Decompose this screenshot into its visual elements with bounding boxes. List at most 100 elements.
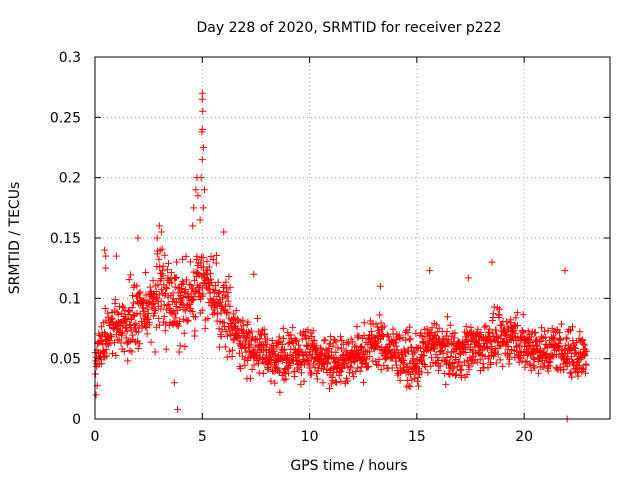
data-point — [317, 345, 325, 353]
data-point — [388, 364, 396, 372]
data-point — [503, 318, 511, 326]
data-point — [572, 345, 580, 353]
data-point — [298, 348, 306, 356]
data-point — [581, 369, 589, 377]
data-point — [268, 336, 276, 344]
data-point — [380, 361, 388, 369]
data-point — [172, 273, 180, 281]
data-point — [513, 309, 521, 317]
data-point — [283, 364, 291, 372]
data-point — [418, 356, 426, 364]
data-point — [301, 332, 309, 340]
x-axis-title: GPS time / hours — [290, 458, 407, 474]
data-point — [188, 297, 196, 305]
data-point — [248, 365, 256, 373]
data-point — [364, 335, 372, 343]
data-point — [278, 371, 286, 379]
data-point — [225, 347, 233, 355]
data-point — [144, 316, 152, 324]
data-point — [191, 288, 199, 296]
data-point — [227, 330, 235, 338]
data-point — [179, 293, 187, 301]
data-point — [196, 216, 204, 224]
data-point — [279, 346, 287, 354]
data-point — [488, 258, 496, 266]
data-point — [332, 378, 340, 386]
data-point — [213, 252, 221, 260]
data-point — [405, 382, 413, 390]
data-point — [363, 363, 371, 371]
data-point — [579, 336, 587, 344]
data-point — [428, 324, 436, 332]
data-point — [530, 329, 538, 337]
data-point — [143, 330, 151, 338]
data-point — [406, 383, 414, 391]
data-point — [337, 377, 345, 385]
data-point — [293, 337, 301, 345]
data-point — [506, 350, 514, 358]
data-point — [184, 301, 192, 309]
data-point — [259, 369, 267, 377]
data-point — [387, 354, 395, 362]
data-point — [175, 322, 183, 330]
data-point — [162, 345, 170, 353]
data-point — [548, 351, 556, 359]
data-point — [250, 270, 258, 278]
data-point — [326, 385, 334, 393]
data-point — [337, 367, 345, 375]
data-point — [321, 360, 329, 368]
data-point — [125, 306, 133, 314]
x-tick-label: 20 — [515, 429, 533, 445]
data-point — [413, 377, 421, 385]
data-point — [527, 366, 535, 374]
data-point — [168, 279, 176, 287]
data-point — [391, 339, 399, 347]
data-point — [514, 322, 522, 330]
data-point — [527, 333, 535, 341]
data-point — [167, 269, 175, 277]
data-point — [198, 89, 206, 97]
data-point — [350, 373, 358, 381]
data-point — [156, 263, 164, 271]
data-point — [193, 174, 201, 182]
y-tick-label: 0.15 — [50, 231, 81, 247]
data-point — [128, 331, 136, 339]
data-point — [556, 334, 564, 342]
data-point — [537, 333, 545, 341]
data-point — [281, 370, 289, 378]
data-point — [411, 349, 419, 357]
data-point — [190, 276, 198, 284]
data-point — [170, 308, 178, 316]
data-point — [174, 405, 182, 413]
data-point — [581, 341, 589, 349]
data-point — [370, 333, 378, 341]
data-point — [203, 266, 211, 274]
data-point — [436, 362, 444, 370]
data-point — [355, 349, 363, 357]
data-point — [223, 293, 231, 301]
data-point — [106, 339, 114, 347]
data-point — [207, 275, 215, 283]
data-point — [170, 379, 178, 387]
data-point — [229, 336, 237, 344]
data-point — [232, 307, 240, 315]
data-point — [157, 305, 165, 313]
data-point — [446, 321, 454, 329]
data-point — [567, 369, 575, 377]
data-point — [320, 337, 328, 345]
data-point — [276, 388, 284, 396]
data-point — [158, 286, 166, 294]
data-point — [383, 331, 391, 339]
data-point — [561, 267, 569, 275]
data-point — [467, 323, 475, 331]
data-point — [567, 353, 575, 361]
data-point — [200, 186, 208, 194]
data-point — [494, 350, 502, 358]
data-point — [492, 359, 500, 367]
data-point — [163, 266, 171, 274]
data-point — [162, 320, 170, 328]
data-point — [128, 348, 136, 356]
data-point — [128, 304, 136, 312]
data-point — [358, 342, 366, 350]
data-point — [505, 360, 513, 368]
